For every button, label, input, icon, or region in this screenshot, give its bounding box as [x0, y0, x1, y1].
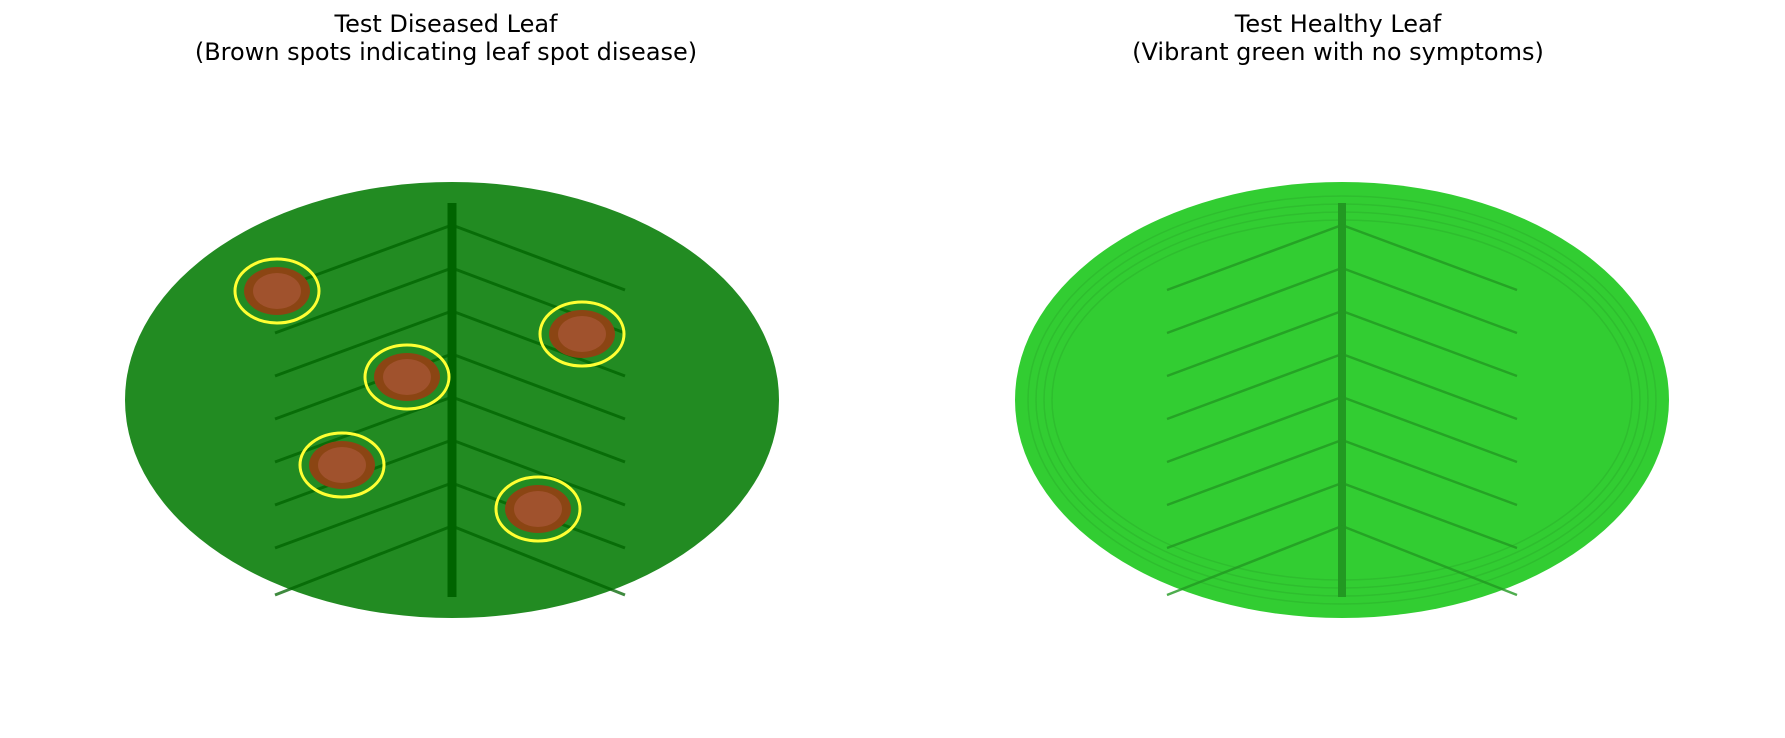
healthy-leaf-subtitle-line: (Vibrant green with no symptoms) — [1132, 38, 1544, 66]
disease-spot-1-highlight-ring — [233, 257, 321, 325]
disease-spot-4 — [298, 431, 386, 499]
diseased-leaf-subtitle-line: (Brown spots indicating leaf spot diseas… — [194, 38, 698, 66]
healthy-leaf-panel: Test Healthy Leaf (Vibrant green with no… — [892, 0, 1784, 738]
disease-spot-2-highlight-ring — [538, 300, 626, 368]
disease-spot-1 — [233, 257, 321, 325]
disease-spot-2 — [538, 300, 626, 368]
diseased-leaf-panel: Test Diseased Leaf (Brown spots indicati… — [0, 0, 892, 738]
healthy-leaf-title-line: Test Healthy Leaf — [1234, 10, 1442, 38]
healthy-leaf-image — [1015, 182, 1669, 618]
disease-spot-5 — [494, 475, 582, 543]
diseased-leaf-image — [125, 182, 779, 618]
diseased-leaf-title-line: Test Diseased Leaf — [334, 10, 558, 38]
diseased-leaf-title: Test Diseased Leaf (Brown spots indicati… — [0, 10, 892, 66]
disease-spot-5-highlight-ring — [494, 475, 582, 543]
healthy-leaf-side-veins — [1166, 223, 1518, 597]
disease-spot-3-highlight-ring — [363, 343, 451, 411]
disease-spot-4-highlight-ring — [298, 431, 386, 499]
disease-spot-3 — [363, 343, 451, 411]
healthy-leaf-title: Test Healthy Leaf (Vibrant green with no… — [892, 10, 1784, 66]
